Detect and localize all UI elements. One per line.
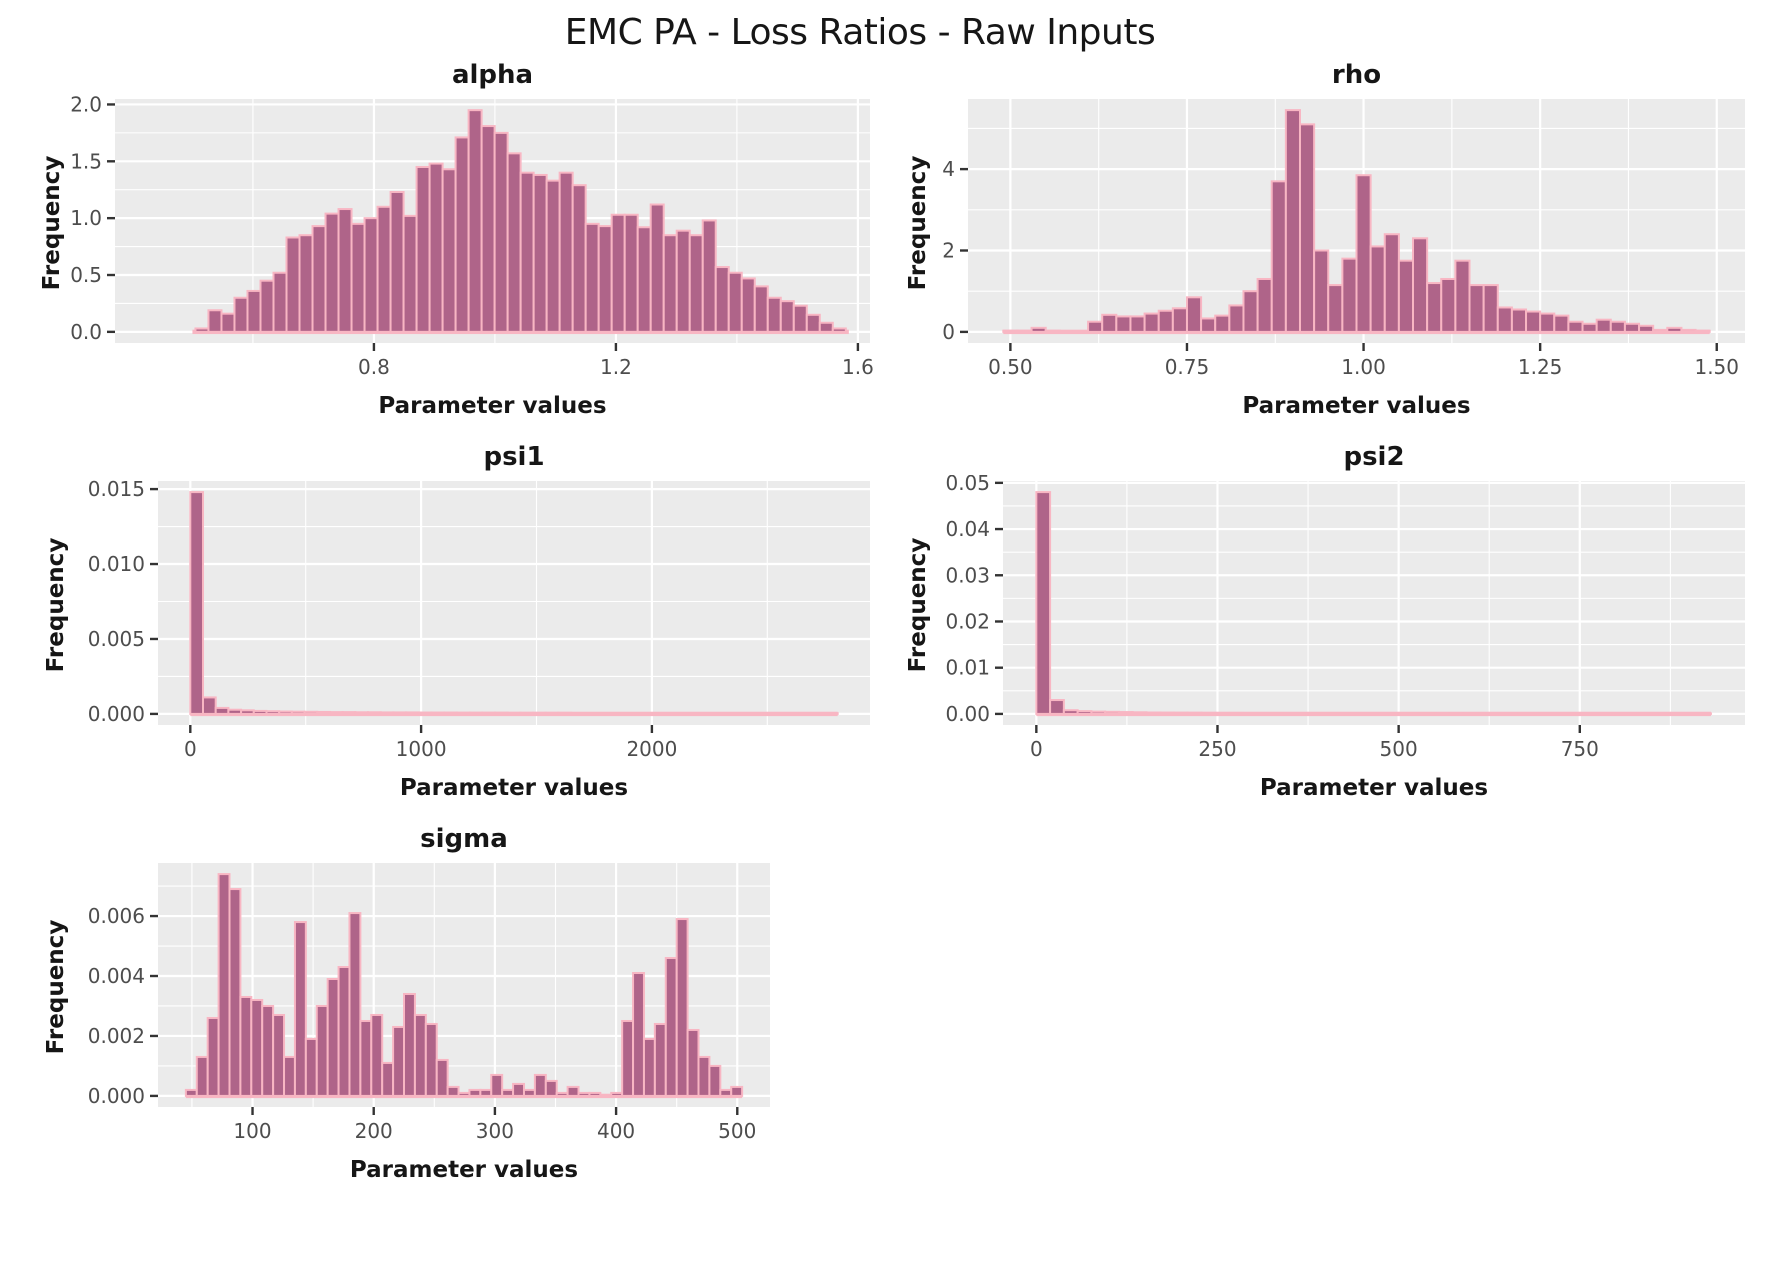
svg-text:0.015: 0.015 <box>88 477 145 501</box>
svg-text:750: 750 <box>1561 737 1599 761</box>
svg-text:1.0: 1.0 <box>70 206 102 230</box>
svg-text:0.000: 0.000 <box>88 702 145 726</box>
panel-alpha: alpha Frequency 0.8 1.2 1.6 0.0 0.5 1.0 1.5 2.0… <box>0 57 886 419</box>
svg-text:400: 400 <box>597 1119 635 1143</box>
histogram-sigma: 100 200 300 400 500 0.000 0.002 0.004 0.006 <box>0 857 886 1157</box>
svg-text:0.00: 0.00 <box>945 702 990 726</box>
svg-text:1.2: 1.2 <box>600 355 632 379</box>
svg-text:0.02: 0.02 <box>945 609 990 633</box>
svg-text:500: 500 <box>1380 737 1418 761</box>
svg-text:0.03: 0.03 <box>945 563 990 587</box>
svg-text:500: 500 <box>718 1119 756 1143</box>
panel-title-psi1: psi1 <box>158 439 870 475</box>
svg-text:0.05: 0.05 <box>945 475 990 495</box>
svg-text:300: 300 <box>476 1119 514 1143</box>
panel-title-rho: rho <box>968 57 1745 93</box>
panel-title-alpha: alpha <box>115 57 870 93</box>
y-axis-title-psi2: Frequency <box>905 538 931 673</box>
svg-text:0.005: 0.005 <box>88 627 145 651</box>
svg-text:0: 0 <box>1030 737 1043 761</box>
x-axis-title-psi2: Parameter values <box>1003 775 1745 801</box>
histogram-psi2: 0 250 500 750 0.00 0.01 0.02 0.03 0.04 0.05 <box>886 475 1772 775</box>
histogram-alpha: 0.8 1.2 1.6 0.0 0.5 1.0 1.5 2.0 <box>0 93 886 393</box>
svg-text:2.0: 2.0 <box>70 93 102 116</box>
svg-text:2: 2 <box>942 239 955 263</box>
svg-text:0: 0 <box>184 737 197 761</box>
svg-text:0.75: 0.75 <box>1165 355 1210 379</box>
svg-text:1000: 1000 <box>396 737 447 761</box>
svg-text:1.50: 1.50 <box>1694 355 1739 379</box>
svg-text:2000: 2000 <box>626 737 677 761</box>
svg-text:0.5: 0.5 <box>70 263 102 287</box>
svg-text:0.0: 0.0 <box>70 320 102 344</box>
y-axis-title-sigma: Frequency <box>43 920 69 1055</box>
panel-psi2: psi2 Frequency 0 250 500 750 0.00 0.01 0.02 0.0… <box>886 439 1772 801</box>
facet-grid: alpha Frequency 0.8 1.2 1.6 0.0 0.5 1.0 1.5 2.0… <box>0 57 1772 1183</box>
svg-text:0.8: 0.8 <box>358 355 390 379</box>
x-axis-title-psi1: Parameter values <box>158 775 870 801</box>
x-axis-title-rho: Parameter values <box>968 393 1745 419</box>
panel-title-psi2: psi2 <box>1003 439 1745 475</box>
panel-title-sigma: sigma <box>158 821 770 857</box>
svg-text:0.04: 0.04 <box>945 517 990 541</box>
svg-text:0.50: 0.50 <box>988 355 1033 379</box>
x-axis-title-alpha: Parameter values <box>115 393 870 419</box>
svg-text:250: 250 <box>1198 737 1236 761</box>
y-axis-title-psi1: Frequency <box>43 538 69 673</box>
svg-text:200: 200 <box>355 1119 393 1143</box>
svg-text:1.6: 1.6 <box>842 355 874 379</box>
histogram-rho: 0.50 0.75 1.00 1.25 1.50 0 2 4 <box>886 93 1772 393</box>
y-axis-title-rho: Frequency <box>905 156 931 291</box>
figure-title: EMC PA - Loss Ratios - Raw Inputs <box>0 12 1720 53</box>
x-axis-title-sigma: Parameter values <box>158 1157 770 1183</box>
svg-text:0: 0 <box>942 320 955 344</box>
svg-text:0.000: 0.000 <box>88 1084 145 1108</box>
svg-text:0.010: 0.010 <box>88 552 145 576</box>
svg-text:0.01: 0.01 <box>945 656 990 680</box>
svg-text:1.5: 1.5 <box>70 149 102 173</box>
svg-text:1.00: 1.00 <box>1341 355 1386 379</box>
svg-text:1.25: 1.25 <box>1518 355 1563 379</box>
y-axis-title-alpha: Frequency <box>39 156 65 291</box>
histogram-psi1: 0 1000 2000 0.000 0.005 0.010 0.015 <box>0 475 886 775</box>
svg-text:0.004: 0.004 <box>88 964 145 988</box>
panel-rho: rho Frequency 0.50 0.75 1.00 1.25 1.50 0 2 4 Pa… <box>886 57 1772 419</box>
svg-text:100: 100 <box>233 1119 271 1143</box>
panel-sigma: sigma Frequency 100 200 300 400 500 0.000 0.00… <box>0 821 886 1183</box>
svg-text:0.002: 0.002 <box>88 1024 145 1048</box>
svg-text:0.006: 0.006 <box>88 904 145 928</box>
svg-text:4: 4 <box>942 157 955 181</box>
